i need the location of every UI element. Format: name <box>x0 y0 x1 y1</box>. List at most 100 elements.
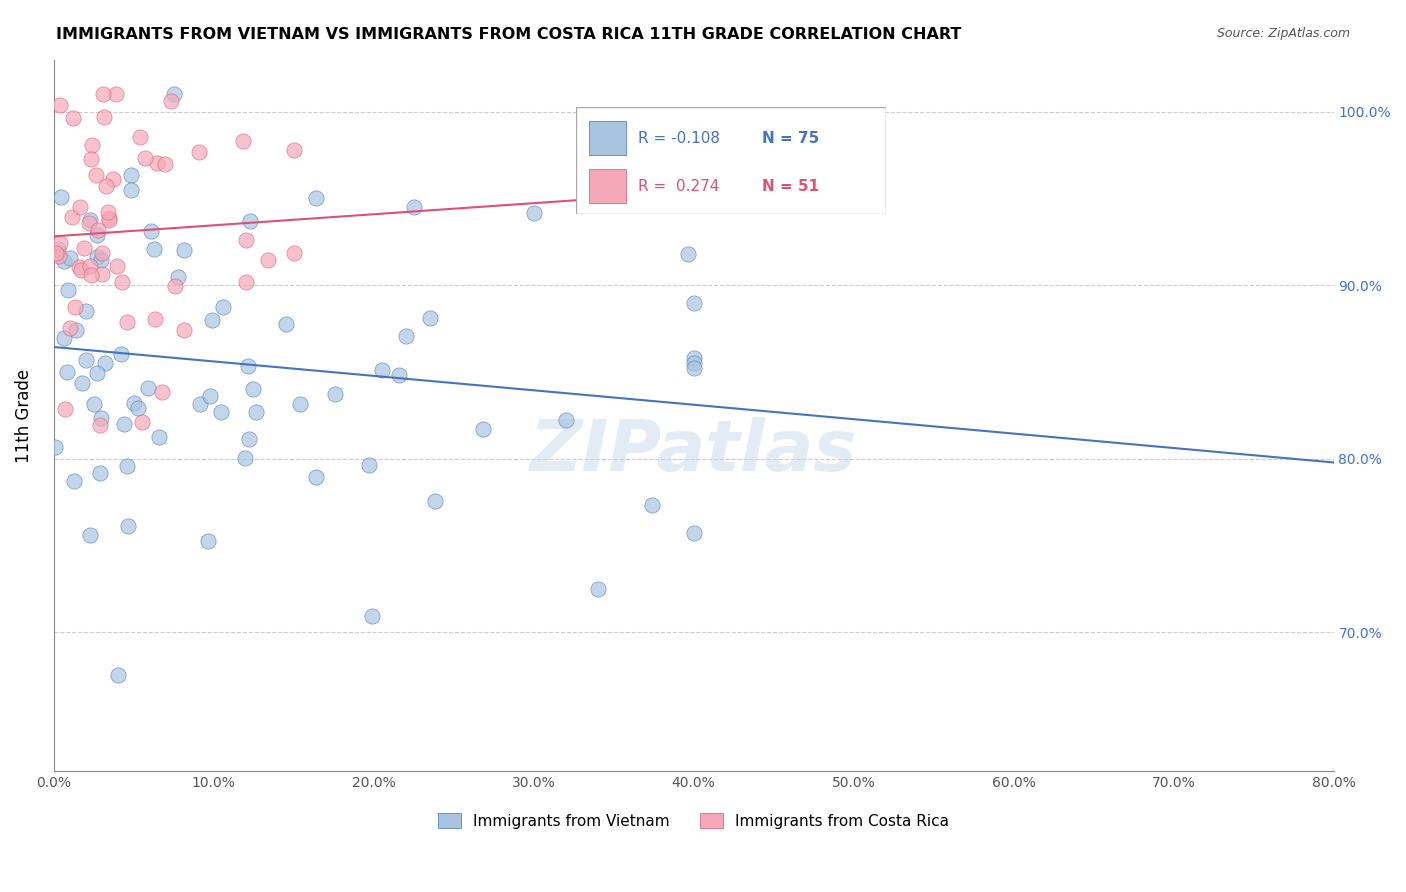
Point <box>141 224 163 238</box>
Point <box>55 365 77 379</box>
Point <box>163 87 186 102</box>
Point <box>69 200 91 214</box>
Point <box>53 402 76 417</box>
Text: Source: ZipAtlas.com: Source: ZipAtlas.com <box>1216 27 1350 40</box>
Point <box>188 397 211 411</box>
Text: ZIPatlas: ZIPatlas <box>530 417 858 485</box>
Point <box>59 252 82 266</box>
Point <box>117 459 139 474</box>
Point <box>82 137 104 152</box>
Point <box>62 111 84 125</box>
Point <box>197 534 219 549</box>
Point <box>274 317 297 331</box>
Text: N = 51: N = 51 <box>762 178 820 194</box>
Point <box>127 401 149 415</box>
Point <box>245 405 267 419</box>
Point <box>62 474 84 488</box>
Point <box>86 366 108 380</box>
Point <box>257 253 280 268</box>
Point <box>188 145 211 159</box>
Point <box>122 396 145 410</box>
Point <box>91 268 114 282</box>
Point <box>145 155 167 169</box>
Text: IMMIGRANTS FROM VIETNAM VS IMMIGRANTS FROM COSTA RICA 11TH GRADE CORRELATION CHA: IMMIGRANTS FROM VIETNAM VS IMMIGRANTS FR… <box>56 27 962 42</box>
Point <box>554 413 576 427</box>
Point <box>232 135 254 149</box>
Point <box>63 301 86 315</box>
Point <box>90 252 112 267</box>
Point <box>682 295 704 310</box>
Point <box>371 363 394 377</box>
Point <box>60 210 83 224</box>
FancyBboxPatch shape <box>576 107 886 214</box>
Point <box>173 243 195 257</box>
Point <box>79 212 101 227</box>
Point <box>160 95 183 109</box>
Point <box>404 201 426 215</box>
Point <box>641 498 664 512</box>
Point <box>110 347 132 361</box>
Point <box>93 111 115 125</box>
Point <box>86 250 108 264</box>
Point <box>107 668 129 682</box>
Point <box>682 360 704 375</box>
Point <box>49 235 72 250</box>
Point <box>288 397 311 411</box>
Text: R = -0.108: R = -0.108 <box>638 130 720 145</box>
Point <box>80 268 103 283</box>
Point <box>128 129 150 144</box>
Point <box>361 609 384 624</box>
Point <box>111 275 134 289</box>
Point <box>94 179 117 194</box>
Point <box>201 313 224 327</box>
Point <box>44 440 66 454</box>
FancyBboxPatch shape <box>589 121 626 155</box>
Point <box>142 242 165 256</box>
Point <box>98 213 121 227</box>
Point <box>79 527 101 541</box>
Point <box>65 323 87 337</box>
Point <box>134 151 156 165</box>
Point <box>423 494 446 508</box>
Point <box>91 87 114 102</box>
Point <box>112 417 135 432</box>
Point <box>676 246 699 260</box>
Point <box>283 246 305 260</box>
Point <box>239 214 262 228</box>
Point <box>242 382 264 396</box>
Point <box>97 205 120 219</box>
Point <box>388 368 411 382</box>
Point <box>150 385 173 400</box>
Point <box>304 191 326 205</box>
Point <box>70 263 93 277</box>
Point <box>148 430 170 444</box>
Point <box>166 270 188 285</box>
Point <box>101 171 124 186</box>
Point <box>90 410 112 425</box>
Point <box>419 311 441 326</box>
Point <box>86 228 108 243</box>
Point <box>395 329 418 343</box>
Point <box>209 405 232 419</box>
Point <box>471 422 494 436</box>
Text: N = 75: N = 75 <box>762 130 820 145</box>
Point <box>586 582 609 597</box>
Point <box>91 245 114 260</box>
Point <box>163 279 186 293</box>
Point <box>117 519 139 533</box>
Point <box>120 183 142 197</box>
Point <box>153 157 176 171</box>
Point <box>45 245 67 260</box>
Point <box>104 87 127 102</box>
Point <box>49 97 72 112</box>
Point <box>233 451 256 466</box>
Point <box>238 432 260 446</box>
Point <box>145 312 167 326</box>
Point <box>86 169 108 183</box>
Point <box>73 241 96 255</box>
Point <box>98 211 121 226</box>
Point <box>79 259 101 273</box>
Point <box>75 352 97 367</box>
Point <box>211 300 233 314</box>
Point <box>46 243 69 257</box>
